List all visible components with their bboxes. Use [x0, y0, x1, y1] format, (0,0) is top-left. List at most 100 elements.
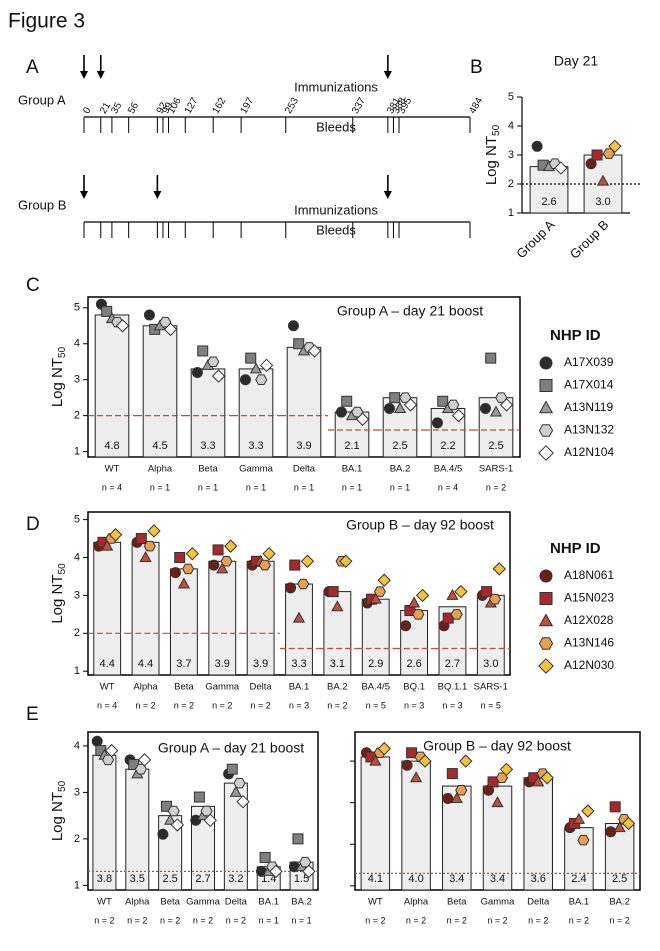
y-axis-label: Log NT50: [483, 124, 502, 185]
day-label: 127: [183, 95, 201, 115]
n-label: n = 2: [365, 915, 385, 925]
point: [300, 554, 315, 568]
bar: [246, 560, 275, 676]
day-label: 21: [98, 100, 113, 116]
arrow-head: [153, 191, 162, 199]
point: [233, 777, 246, 789]
bar: [92, 754, 117, 891]
day-label: 337: [350, 95, 368, 115]
y-tick-label: 4: [74, 338, 80, 350]
x-tick-label: BA.2: [609, 897, 630, 908]
arrow-head: [383, 191, 392, 199]
legend-title: NHP ID: [550, 327, 601, 344]
immunizations-label: Immunizations: [294, 202, 378, 217]
point: [335, 406, 347, 418]
point: [91, 735, 103, 747]
chart-title: Group B – day 92 boost: [423, 738, 571, 754]
point: [157, 828, 169, 840]
point: [489, 405, 503, 417]
y-tick-label: 2: [74, 833, 80, 845]
bar-value-label: 3.2: [228, 873, 243, 885]
y-tick-label: 1: [74, 879, 80, 891]
y-tick-label: 5: [508, 91, 514, 103]
point: [540, 771, 554, 785]
point: [431, 417, 443, 429]
x-tick-label: BA.2: [291, 897, 312, 908]
n-label: n = 2: [250, 700, 270, 710]
point: [143, 540, 156, 552]
bar-value-label: 3.9: [215, 658, 230, 670]
x-tick-label: Alpha: [404, 897, 429, 908]
point: [226, 763, 238, 775]
point: [137, 753, 152, 767]
bar-value-label: 2.7: [445, 658, 460, 670]
bar-value-label: 2.5: [162, 873, 177, 885]
n-label: n = 2: [528, 915, 548, 925]
bar-value-label: 4.4: [100, 658, 115, 670]
x-tick-label: Delta: [527, 897, 550, 908]
n-label: n = 3: [442, 700, 462, 710]
bar: [208, 560, 237, 676]
bar: [360, 756, 391, 891]
bar: [93, 541, 122, 676]
n-label: n = 4: [97, 700, 117, 710]
bar-value-label: 2.4: [571, 873, 586, 885]
x-tick-label: BA.4/5: [434, 464, 463, 475]
n-label: n = 2: [569, 915, 589, 925]
point: [377, 741, 392, 756]
point: [581, 804, 595, 818]
bar-value-label: 2.9: [368, 658, 383, 670]
x-tick-label: BA.2: [327, 682, 348, 693]
n-label: n = 1: [342, 482, 362, 492]
point: [451, 408, 466, 423]
bar: [94, 314, 130, 458]
point: [229, 785, 242, 797]
point: [163, 322, 178, 337]
bar: [131, 541, 160, 676]
point: [302, 864, 316, 879]
point: [450, 791, 463, 804]
y-axis-label-main: Log NT: [483, 136, 500, 185]
point: [262, 546, 276, 561]
point: [437, 395, 449, 407]
x-tick-label: BA.1: [569, 897, 590, 908]
point: [341, 395, 353, 407]
bar-value-label: 2.1: [344, 440, 359, 452]
arrow-head: [96, 71, 105, 79]
n-label: n = 1: [294, 482, 314, 492]
y-tick-label: 3: [508, 149, 514, 161]
bar-value-label: 3.3: [200, 440, 215, 452]
bar-value-label: 3.0: [595, 196, 610, 208]
point: [224, 539, 238, 553]
point: [591, 149, 603, 161]
x-tick-label: Beta: [198, 464, 218, 475]
point: [355, 412, 370, 426]
point: [621, 816, 636, 831]
x-tick-label: BA.1: [289, 682, 310, 693]
day-label: 99: [160, 100, 175, 116]
point: [415, 588, 430, 603]
legend-label: A12N104: [564, 445, 614, 459]
point: [115, 319, 130, 333]
point: [400, 620, 412, 632]
point: [499, 762, 514, 777]
legend-title: NHP ID: [550, 540, 601, 557]
point: [212, 544, 224, 556]
day-label: 56: [126, 100, 141, 116]
legend-label: A12N030: [564, 658, 614, 672]
point: [216, 562, 229, 574]
point: [383, 402, 395, 414]
point: [531, 140, 543, 152]
bar: [286, 346, 322, 458]
point: [339, 554, 353, 568]
y-tick-label: 4: [74, 740, 80, 752]
y-axis-label-main: Log NT: [49, 358, 66, 407]
n-label: n = 1: [246, 482, 266, 492]
n-label: n = 2: [327, 700, 347, 710]
point: [193, 791, 205, 803]
y-tick-label: 2: [508, 178, 514, 190]
legend-label: A12X028: [564, 613, 614, 627]
bar-value-label: 2.5: [392, 440, 407, 452]
point: [539, 356, 553, 370]
point: [147, 524, 161, 538]
